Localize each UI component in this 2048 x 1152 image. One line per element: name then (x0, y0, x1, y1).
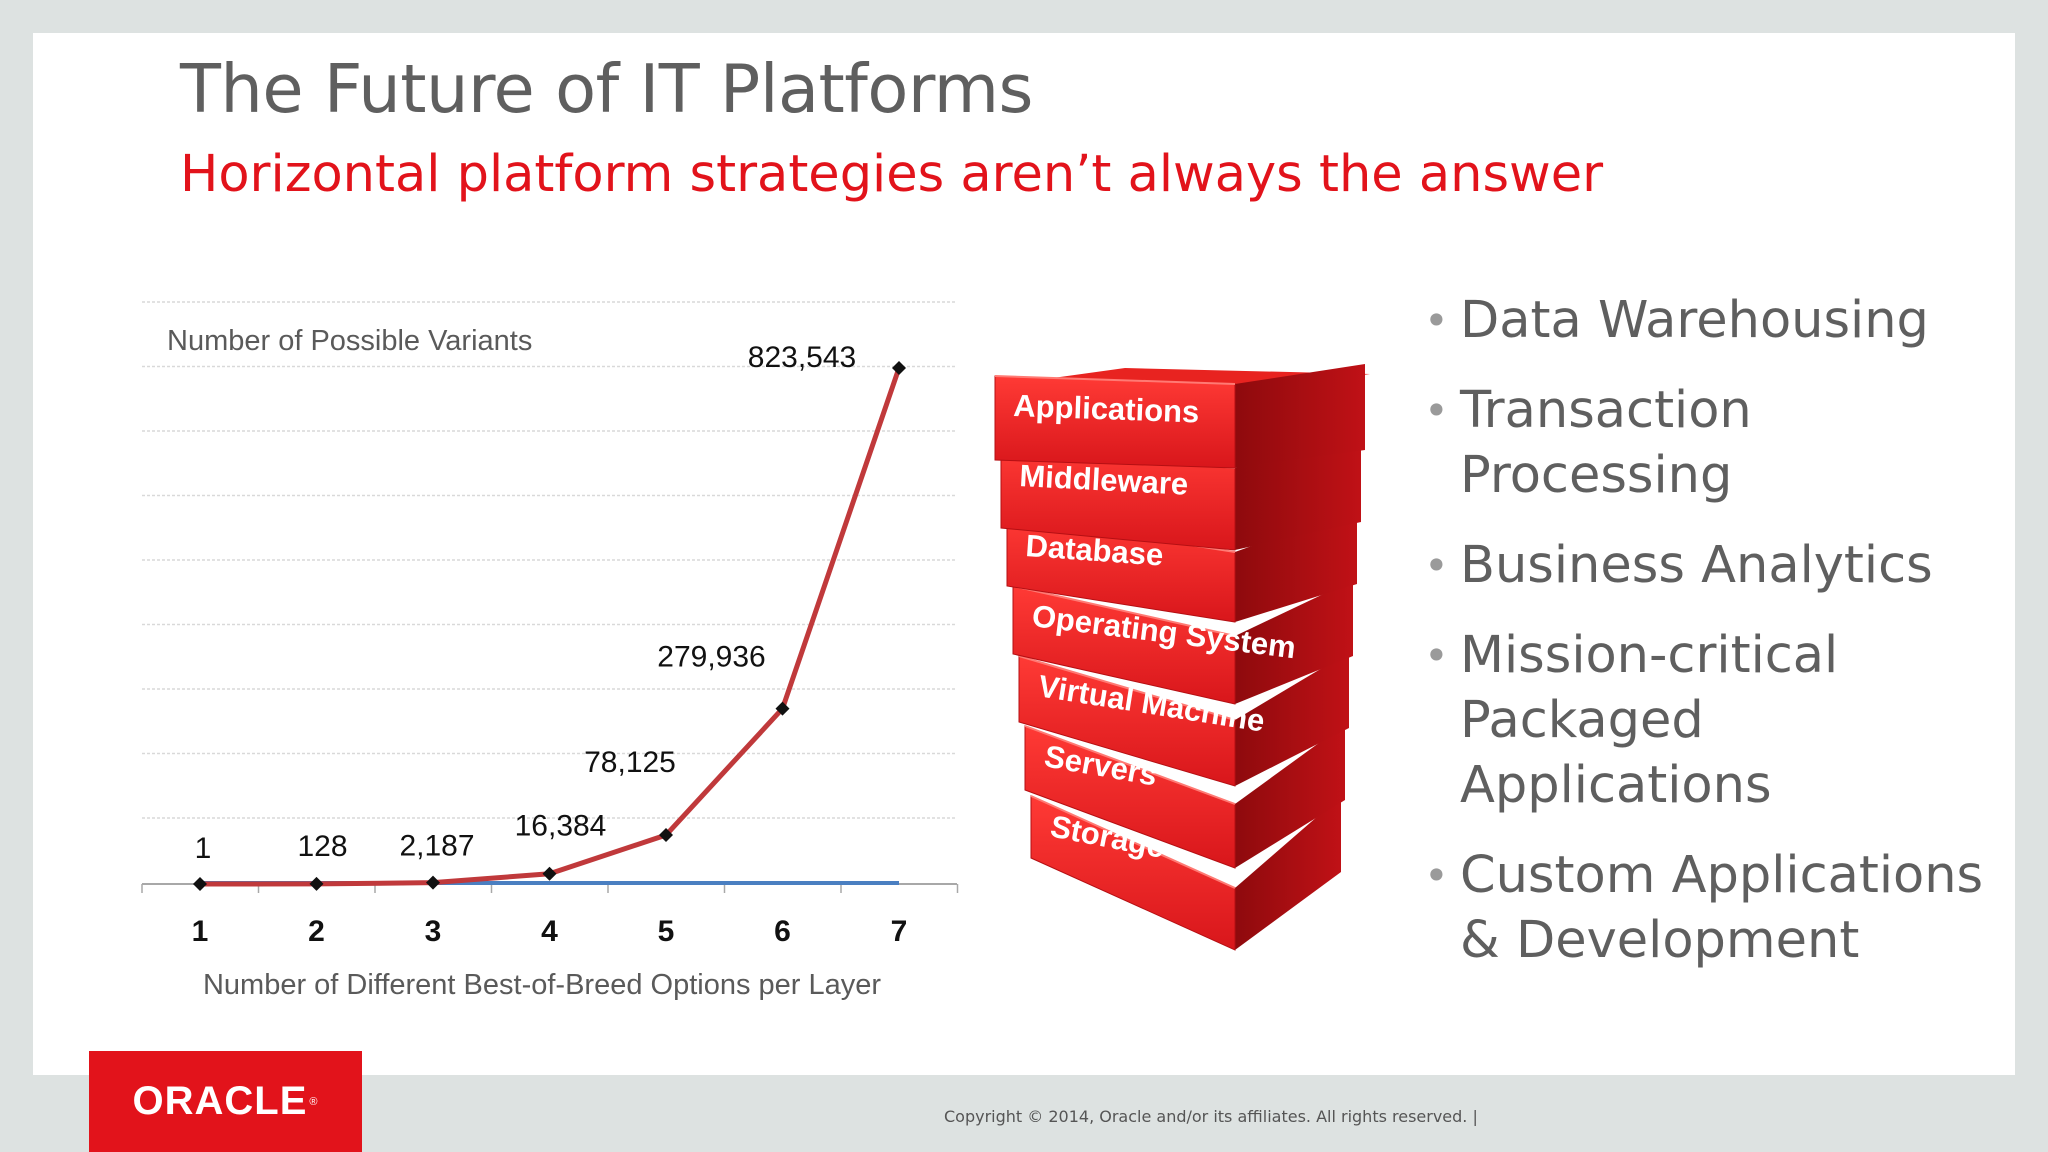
chart-title: Number of Possible Variants (167, 325, 532, 357)
oracle-logo[interactable]: ORACLE ® (89, 1051, 362, 1152)
bullet-list: • Data Warehousing • Transaction Processin… (1420, 288, 2020, 998)
x-tick-label: 7 (891, 915, 908, 948)
slide-subtitle: Horizontal platform strategies aren’t al… (180, 145, 1604, 204)
bullet-item: • Business Analytics (1420, 533, 2020, 598)
series-line-variants (199, 367, 902, 887)
data-labels: 1 128 2,187 16,384 78,125 279,936 823,543 (195, 341, 857, 865)
bullet-item: • Transaction Processing (1420, 378, 2020, 508)
bullet-text: Custom Applications & Development (1460, 846, 1984, 970)
data-label: 78,125 (584, 746, 676, 779)
bullet-text: Business Analytics (1460, 536, 1933, 595)
bullet-item: • Mission-critical Packaged Applications (1420, 623, 2020, 818)
layer-side-face (1235, 364, 1365, 468)
bullet-dot-icon: • (1424, 541, 1449, 590)
bullet-text: Mission-critical Packaged Applications (1460, 626, 1839, 815)
layer-side-face (1235, 508, 1357, 622)
layer-side-face (1235, 580, 1353, 704)
x-tick-label: 4 (541, 915, 558, 948)
slide-title: The Future of IT Platforms (180, 50, 1033, 128)
bullet-dot-icon: • (1424, 386, 1449, 435)
logo-text: ORACLE (132, 1079, 308, 1123)
data-point-marker (426, 875, 440, 890)
bullet-dot-icon: • (1424, 851, 1449, 900)
data-label: 128 (297, 830, 347, 863)
x-tick-label: 5 (658, 915, 675, 948)
data-point-marker (775, 701, 790, 716)
layer-side-face (1235, 436, 1361, 550)
data-label: 2,187 (399, 830, 474, 863)
data-label: 823,543 (748, 341, 856, 374)
stack-layer: Applications (994, 364, 1365, 469)
data-point-marker (659, 828, 673, 843)
data-label: 1 (195, 832, 212, 865)
data-point-marker (892, 360, 906, 375)
bullet-item: • Data Warehousing (1420, 288, 2020, 353)
stack-layer: Servers (1024, 724, 1345, 869)
x-axis-label: Number of Different Best-of-Breed Option… (203, 969, 881, 1001)
logo-registered-mark: ® (309, 1095, 319, 1108)
x-tick-label: 2 (308, 915, 325, 948)
layer-edge (994, 375, 1236, 385)
layer-edge (1018, 655, 1236, 721)
bullet-dot-icon: • (1424, 631, 1449, 680)
data-point-marker (542, 866, 557, 881)
layer-side-face (1235, 796, 1341, 950)
series-layer (193, 360, 906, 891)
x-tick-label: 6 (774, 915, 791, 948)
bullet-text: Transaction Processing (1460, 381, 1752, 505)
x-tick-label: 3 (425, 915, 442, 948)
layer-edge (1030, 795, 1236, 889)
layer-edge (1012, 585, 1236, 637)
stack-layer: Database (1006, 508, 1357, 623)
layer-side-face (1235, 652, 1349, 786)
data-label: 16,384 (515, 810, 607, 843)
layer-label: Applications (1013, 388, 1200, 429)
layer-edge (1024, 725, 1236, 805)
bullet-item: • Custom Applications & Development (1420, 843, 2020, 973)
copyright-notice: Copyright © 2014, Oracle and/or its affi… (944, 1107, 1478, 1126)
chart-gridlines (142, 301, 957, 819)
layer-side-face (1235, 724, 1345, 868)
x-tick-label: 1 (192, 915, 209, 948)
data-point-marker (309, 876, 324, 891)
stack-layer: Virtual Machine (1018, 652, 1349, 787)
x-tick-labels: 1 2 3 4 5 6 7 (192, 915, 908, 948)
data-point-marker (193, 876, 207, 891)
data-label: 279,936 (657, 641, 765, 674)
bullet-text: Data Warehousing (1460, 291, 1929, 350)
bullet-dot-icon: • (1424, 296, 1449, 345)
